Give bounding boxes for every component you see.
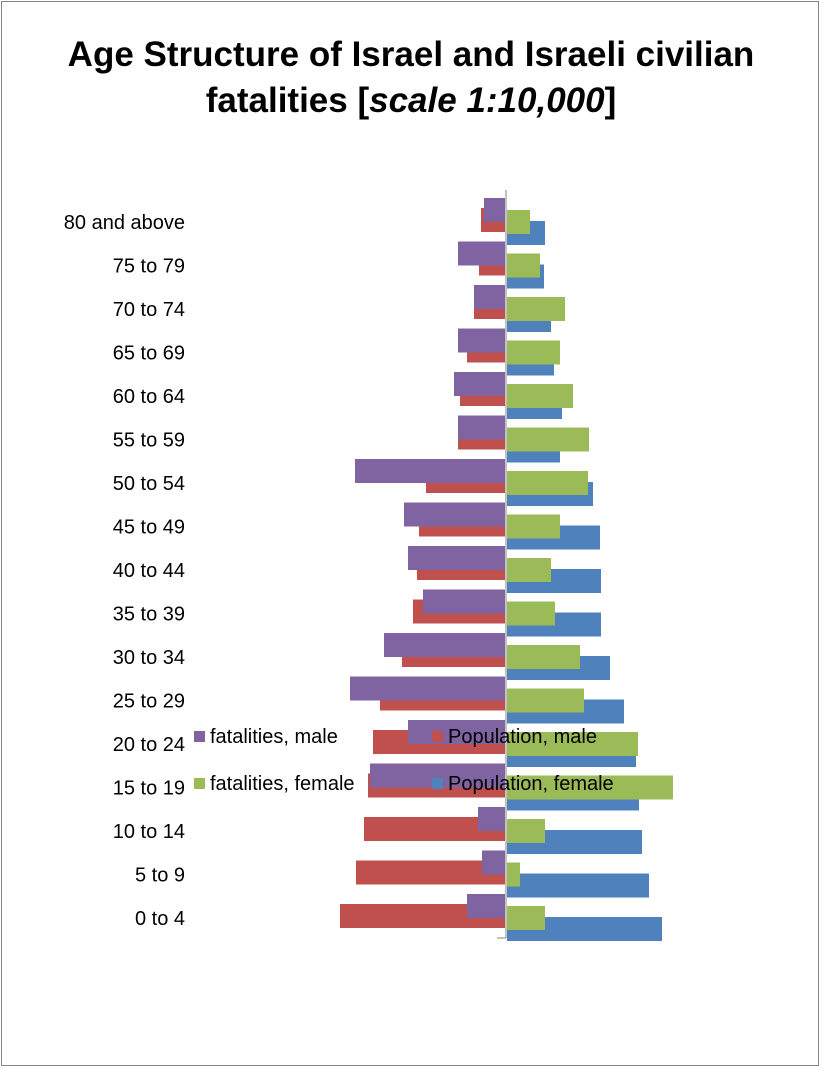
chart-title-line2: fatalities [scale 1:10,000]	[0, 78, 822, 124]
category-label: 25 to 29	[113, 691, 185, 713]
bar-fatalities-male-35-to-39	[423, 589, 505, 614]
category-label: 15 to 19	[113, 778, 185, 800]
bar-fatalities-female-25-to-29	[507, 688, 584, 713]
category-label: 5 to 9	[135, 865, 185, 887]
legend-swatch-fatalities-female	[194, 778, 205, 789]
bar-fatalities-male-60-to-64	[454, 372, 505, 396]
legend-item-population-male: Population, male	[432, 726, 597, 749]
bar-population-female-5-to-9	[507, 873, 649, 898]
bar-fatalities-male-5-to-9	[482, 850, 505, 875]
legend-label: Population, male	[448, 726, 597, 748]
bar-fatalities-male-0-to-4	[467, 894, 505, 918]
bar-fatalities-male-20-to-24	[408, 720, 505, 744]
category-label: 50 to 54	[113, 473, 185, 495]
bar-population-male-5-to-9	[356, 860, 505, 885]
category-label: 75 to 79	[113, 256, 185, 278]
category-label: 65 to 69	[113, 343, 185, 365]
legend-swatch-fatalities-male	[194, 731, 205, 742]
category-label: 10 to 14	[113, 821, 185, 843]
category-label: 70 to 74	[113, 299, 185, 321]
bar-fatalities-female-80-and-above	[507, 210, 530, 234]
bar-fatalities-female-70-to-74	[507, 297, 565, 321]
bar-fatalities-female-20-to-24	[507, 732, 638, 756]
legend-swatch-population-female	[432, 778, 443, 789]
legend-label: fatalities, female	[210, 773, 355, 795]
bar-fatalities-female-10-to-14	[507, 819, 545, 843]
legend-label: Population, female	[448, 773, 614, 795]
bar-fatalities-male-70-to-74	[474, 285, 505, 309]
bar-fatalities-male-65-to-69	[458, 328, 505, 353]
legend-label: fatalities, male	[210, 726, 338, 748]
chart-title-line1: Age Structure of Israel and Israeli civi…	[67, 35, 755, 74]
bar-fatalities-female-15-to-19	[507, 775, 673, 800]
bar-fatalities-male-80-and-above	[484, 198, 505, 222]
bar-fatalities-female-35-to-39	[507, 601, 555, 626]
legend-swatch-population-male	[432, 731, 443, 742]
category-label: 40 to 44	[113, 560, 185, 582]
bar-fatalities-male-10-to-14	[478, 807, 505, 831]
legend-item-fatalities-female: fatalities, female	[194, 773, 355, 796]
legend-item-fatalities-male: fatalities, male	[194, 726, 338, 749]
title-scale: scale 1:10,000	[369, 81, 605, 120]
bar-fatalities-male-75-to-79	[458, 241, 505, 266]
bar-fatalities-female-5-to-9	[507, 862, 520, 887]
title-suffix: ]	[604, 81, 617, 120]
category-label: 80 and above	[64, 212, 185, 234]
category-label: 60 to 64	[113, 386, 185, 408]
bar-fatalities-female-50-to-54	[507, 471, 588, 495]
bar-fatalities-female-30-to-34	[507, 645, 580, 669]
bar-fatalities-female-0-to-4	[507, 906, 545, 930]
category-label: 20 to 24	[113, 734, 185, 756]
category-label: 0 to 4	[135, 908, 185, 930]
bar-fatalities-female-75-to-79	[507, 253, 540, 278]
bar-fatalities-male-40-to-44	[408, 546, 505, 570]
bar-fatalities-male-25-to-29	[350, 676, 505, 701]
bar-fatalities-female-60-to-64	[507, 384, 573, 408]
bar-fatalities-male-50-to-54	[355, 459, 505, 483]
category-label: 45 to 49	[113, 517, 185, 539]
bar-fatalities-female-40-to-44	[507, 558, 551, 582]
category-label: 30 to 34	[113, 647, 185, 669]
title-prefix: fatalities [	[205, 81, 370, 120]
bar-fatalities-male-55-to-59	[458, 415, 505, 440]
category-label: 35 to 39	[113, 604, 185, 626]
bar-fatalities-female-55-to-59	[507, 427, 589, 452]
bar-fatalities-female-45-to-49	[507, 514, 560, 539]
bar-fatalities-male-30-to-34	[384, 633, 505, 657]
bar-fatalities-female-65-to-69	[507, 340, 560, 365]
bar-fatalities-male-45-to-49	[404, 502, 505, 527]
category-label: 55 to 59	[113, 430, 185, 452]
legend-item-population-female: Population, female	[432, 773, 614, 796]
